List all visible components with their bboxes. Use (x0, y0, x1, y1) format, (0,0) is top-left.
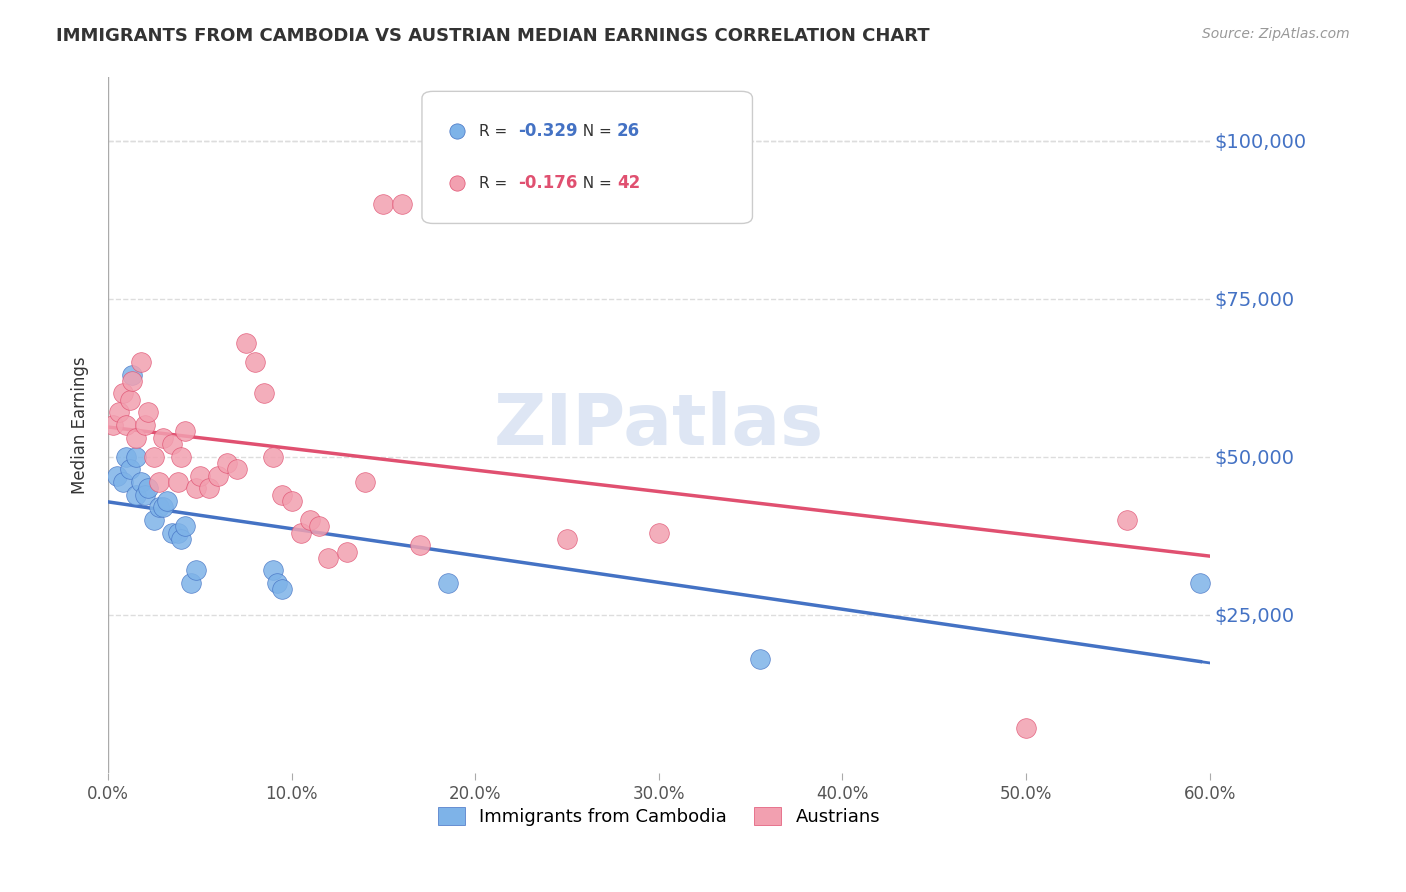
Point (188, 468, 211, 483)
Point (111, 386, 134, 401)
Point (108, 405, 131, 419)
Point (170, 532, 193, 546)
Point (409, 538, 432, 552)
Point (162, 525, 184, 540)
Point (174, 425, 197, 439)
Text: 42: 42 (617, 175, 640, 193)
Point (180, 576, 202, 591)
Point (170, 450, 193, 464)
Point (138, 405, 160, 419)
Text: 26: 26 (617, 122, 640, 140)
Point (138, 481, 160, 495)
Point (105, 468, 128, 483)
Point (298, 513, 321, 527)
Point (129, 355, 152, 369)
Point (225, 462, 247, 476)
Point (134, 418, 156, 433)
Point (748, 652, 770, 666)
Text: Source: ZipAtlas.com: Source: ZipAtlas.com (1202, 27, 1350, 41)
Point (124, 488, 146, 502)
Point (373, 197, 395, 211)
Point (436, 576, 458, 591)
Point (253, 386, 276, 401)
Point (152, 431, 174, 445)
Point (184, 481, 207, 495)
FancyBboxPatch shape (422, 91, 752, 224)
Point (1116, 513, 1139, 527)
Point (156, 494, 179, 508)
Point (290, 525, 312, 540)
Point (308, 519, 330, 533)
Point (391, 197, 413, 211)
Point (184, 564, 207, 578)
Point (142, 450, 165, 464)
Point (217, 456, 239, 470)
Point (162, 437, 184, 451)
Point (262, 564, 284, 578)
Point (166, 475, 188, 489)
Point (1015, 722, 1038, 736)
Point (152, 500, 174, 515)
Text: N =: N = (572, 124, 616, 139)
Point (174, 519, 197, 533)
Y-axis label: Median Earnings: Median Earnings (72, 356, 89, 494)
Point (198, 481, 221, 495)
Text: -0.329: -0.329 (517, 122, 578, 140)
Point (207, 468, 229, 483)
Point (648, 525, 671, 540)
Point (703, 178, 725, 192)
Point (148, 475, 170, 489)
Point (121, 368, 143, 382)
Point (318, 550, 340, 565)
Point (121, 374, 143, 388)
Text: R =: R = (479, 124, 512, 139)
Text: IMMIGRANTS FROM CAMBODIA VS AUSTRIAN MEDIAN EARNINGS CORRELATION CHART: IMMIGRANTS FROM CAMBODIA VS AUSTRIAN MED… (56, 27, 929, 45)
Text: ZIPatlas: ZIPatlas (494, 391, 824, 459)
Point (555, 532, 578, 546)
Text: N =: N = (572, 176, 616, 191)
Point (266, 576, 288, 591)
Point (235, 335, 257, 350)
Point (148, 500, 170, 515)
Point (336, 544, 359, 558)
Point (118, 462, 141, 476)
Point (129, 475, 152, 489)
Point (142, 513, 165, 527)
Point (134, 488, 156, 502)
Point (166, 525, 188, 540)
Point (124, 431, 146, 445)
Point (115, 450, 138, 464)
Point (118, 392, 141, 407)
Point (1189, 576, 1212, 591)
Point (354, 475, 377, 489)
Point (262, 450, 284, 464)
Point (243, 355, 266, 369)
Point (280, 494, 302, 508)
Text: R =: R = (479, 176, 512, 191)
Point (271, 488, 294, 502)
Text: -0.176: -0.176 (517, 175, 578, 193)
Point (271, 582, 294, 597)
Point (115, 418, 138, 433)
Point (124, 450, 146, 464)
Point (103, 418, 125, 433)
Point (111, 475, 134, 489)
Legend: Immigrants from Cambodia, Austrians: Immigrants from Cambodia, Austrians (430, 799, 887, 833)
